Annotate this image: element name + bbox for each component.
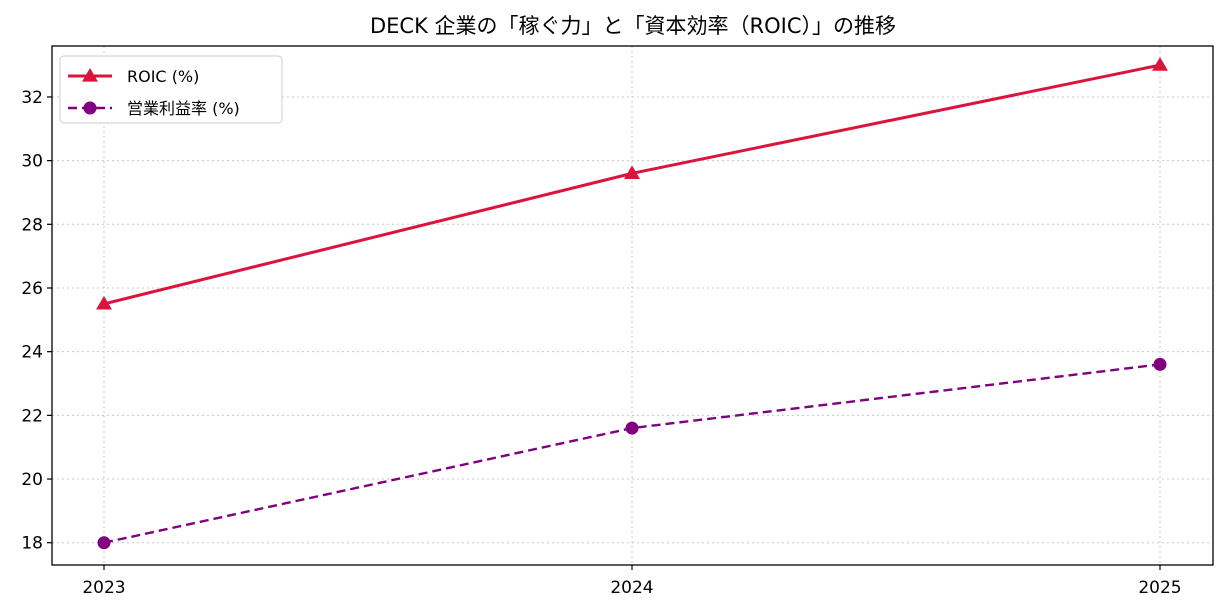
series-1 [97,357,1167,550]
grid [52,46,1213,565]
y-tick-label: 28 [21,215,43,235]
legend-marker [83,101,97,115]
legend: ROIC (%) 営業利益率 (%) [59,55,283,124]
legend-item: 営業利益率 (%) [68,99,240,118]
y-tick-label: 18 [21,534,43,554]
x-tick-label: 2023 [82,578,125,598]
x-tick-label: 2024 [610,578,653,598]
legend-label: ROIC (%) [127,67,199,86]
data-point [624,165,640,179]
series-layer [96,57,1168,550]
y-tick-label: 30 [21,152,43,172]
series-0 [96,57,1168,310]
y-tick-label: 22 [21,406,43,426]
x-tick-label: 2025 [1138,578,1181,598]
legend-label: 営業利益率 (%) [127,99,240,118]
legend-marker [82,68,98,82]
legend-item: ROIC (%) [68,67,199,86]
legend-box [59,55,283,124]
y-tick-label: 26 [21,279,43,299]
y-tick-label: 24 [21,343,43,363]
data-point [1153,357,1167,371]
axis-ticks: 18 20 22 24 26 28 30 32 2023 2024 2025 [21,88,1181,598]
y-tick-label: 32 [21,88,43,108]
data-point [96,295,112,310]
data-point [1152,57,1168,71]
y-tick-label: 20 [21,470,43,490]
data-point [625,421,639,435]
data-point [97,536,111,550]
chart-title: DECK 企業の「稼ぐ力」と「資本効率（ROIC）」の推移 [370,14,896,38]
